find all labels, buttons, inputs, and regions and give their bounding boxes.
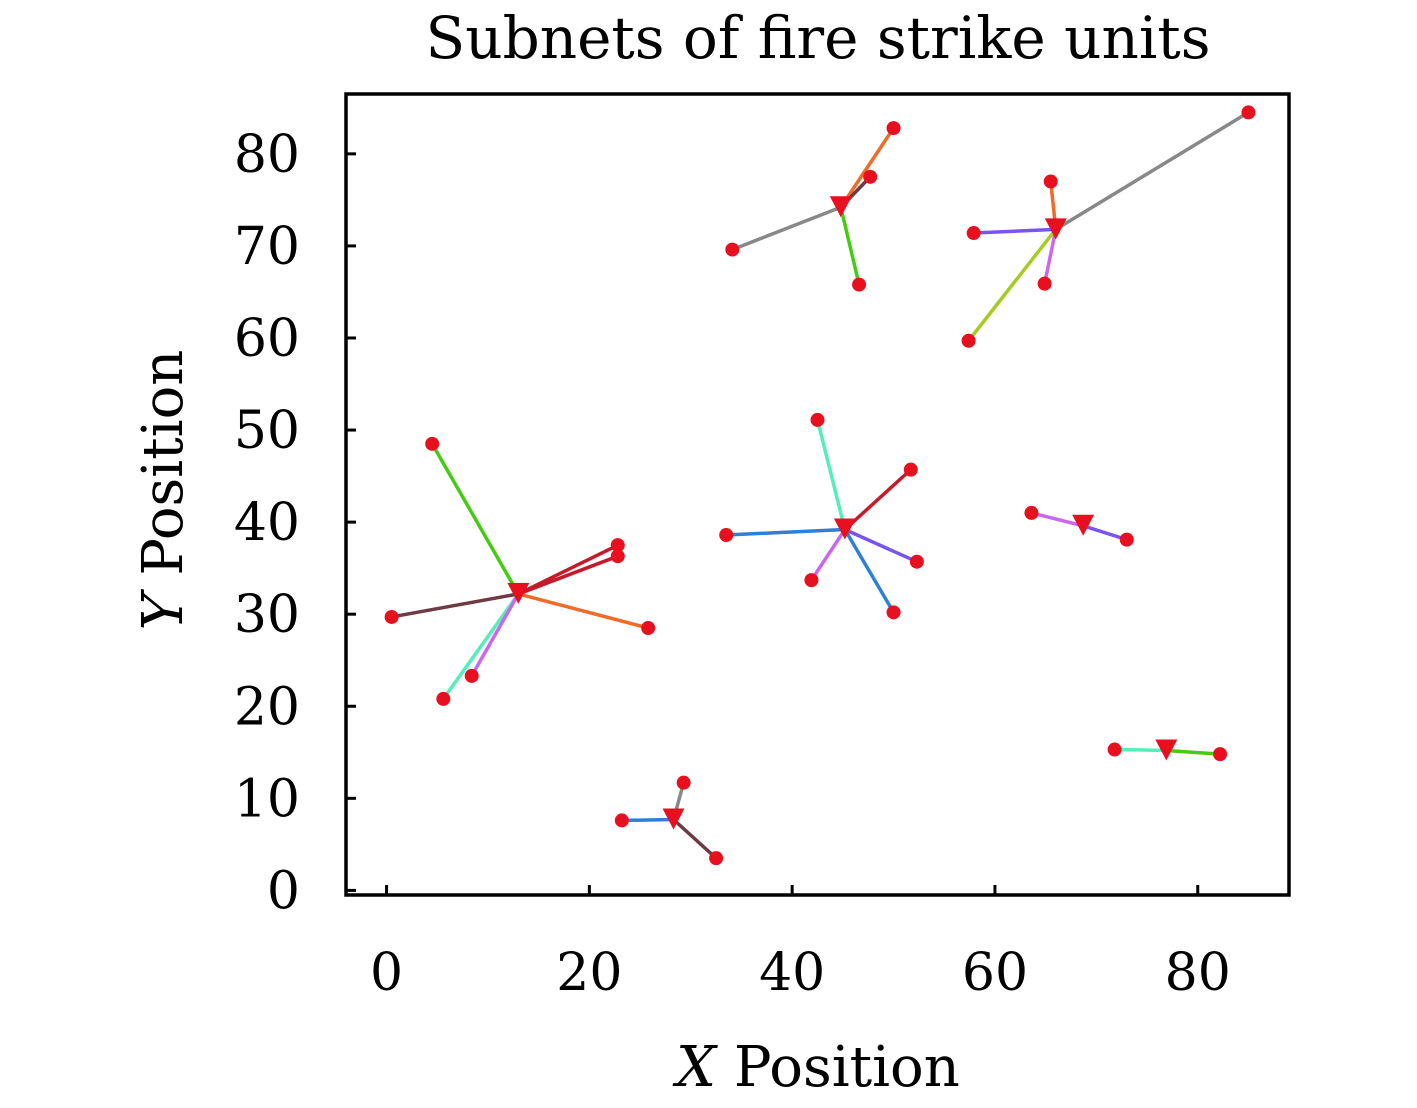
hub-marker — [1072, 514, 1095, 536]
subnet-link — [1114, 747, 1167, 753]
hub-marker — [833, 518, 856, 540]
x-tick-label: 60 — [962, 943, 1028, 1003]
unit-point — [719, 528, 734, 543]
subnet-link — [843, 528, 896, 614]
unit-point — [810, 412, 825, 427]
subnet-link — [470, 593, 520, 677]
x-tick-label: 20 — [556, 943, 622, 1003]
unit-point — [384, 609, 399, 624]
subnet-link — [815, 419, 847, 530]
unit-point — [709, 851, 724, 866]
unit-point — [610, 538, 625, 553]
subnet-link — [672, 818, 718, 860]
subnet-nodes — [384, 105, 1256, 866]
y-tick-label: 10 — [234, 769, 300, 829]
y-tick-label: 70 — [234, 217, 300, 277]
unit-point — [1119, 532, 1134, 547]
unit-point — [1037, 276, 1052, 291]
subnet-link — [973, 227, 1056, 235]
x-axis-variable: X — [672, 1035, 718, 1100]
subnet-link — [391, 592, 519, 619]
subnet-link — [967, 228, 1058, 342]
unit-point — [804, 573, 819, 588]
subnet-hubs — [507, 196, 1178, 830]
y-axis-text: Position — [131, 350, 196, 576]
y-tick-label: 30 — [234, 585, 300, 645]
y-tick-label: 40 — [234, 493, 300, 553]
unit-point — [966, 226, 981, 241]
hub-marker — [662, 808, 685, 830]
unit-point — [1213, 747, 1228, 762]
unit-point — [676, 775, 691, 790]
unit-point — [1043, 174, 1058, 189]
chart-title: Subnets of fire strike units — [426, 4, 1211, 72]
x-tick-label: 0 — [370, 943, 403, 1003]
subnet-link — [1166, 748, 1221, 756]
unit-point — [852, 277, 867, 292]
unit-point — [436, 691, 451, 706]
y-tick-label: 60 — [234, 309, 300, 369]
unit-point — [909, 554, 924, 569]
x-axis-label: X Position — [672, 1035, 960, 1100]
unit-point — [610, 549, 625, 564]
unit-point — [725, 242, 740, 257]
subnet-link — [430, 442, 520, 595]
subnet-link — [731, 205, 842, 252]
y-tick-label: 20 — [234, 677, 300, 737]
subnet-link — [839, 206, 861, 285]
subnet-links — [391, 110, 1250, 860]
plot-frame — [344, 92, 1291, 897]
subnet-link — [1082, 524, 1128, 542]
y-axis-label: Y Position — [131, 350, 196, 631]
unit-point — [886, 121, 901, 136]
x-tick-label: 40 — [759, 943, 825, 1003]
subnet-link — [441, 592, 520, 700]
y-tick-label: 50 — [234, 401, 300, 461]
unit-point — [1107, 742, 1122, 757]
unit-point — [863, 169, 878, 184]
unit-point — [903, 462, 918, 477]
hub-marker — [1155, 739, 1178, 761]
unit-point — [1241, 105, 1256, 120]
subnet-link — [726, 527, 845, 537]
y-tick-label: 0 — [267, 861, 300, 921]
subnet-link — [809, 528, 847, 582]
unit-point — [961, 333, 976, 348]
subnet-link — [844, 527, 918, 564]
y-tick-label: 80 — [234, 125, 300, 185]
x-axis-text: Position — [734, 1035, 960, 1100]
unit-point — [464, 668, 479, 683]
x-tick-label: 80 — [1165, 943, 1231, 1003]
unit-point — [886, 605, 901, 620]
axis-ticks: 0 20 40 60 80 0 10 20 30 40 50 60 70 80 — [234, 125, 1231, 1003]
subnet-link — [621, 817, 674, 823]
unit-point — [425, 436, 440, 451]
subnet-link — [517, 554, 619, 596]
subnet-link — [1031, 511, 1084, 528]
unit-point — [1024, 505, 1039, 520]
unit-point — [641, 621, 656, 635]
subnet-link — [843, 468, 912, 531]
subnet-link — [1042, 228, 1058, 285]
hub-marker — [829, 196, 852, 218]
hub-marker — [1044, 218, 1067, 240]
subnet-link — [1054, 110, 1250, 231]
subnet-link — [839, 127, 896, 209]
unit-point — [614, 813, 629, 828]
hub-marker — [507, 582, 530, 604]
y-axis-variable: Y — [131, 588, 196, 630]
subnet-link — [517, 592, 649, 630]
